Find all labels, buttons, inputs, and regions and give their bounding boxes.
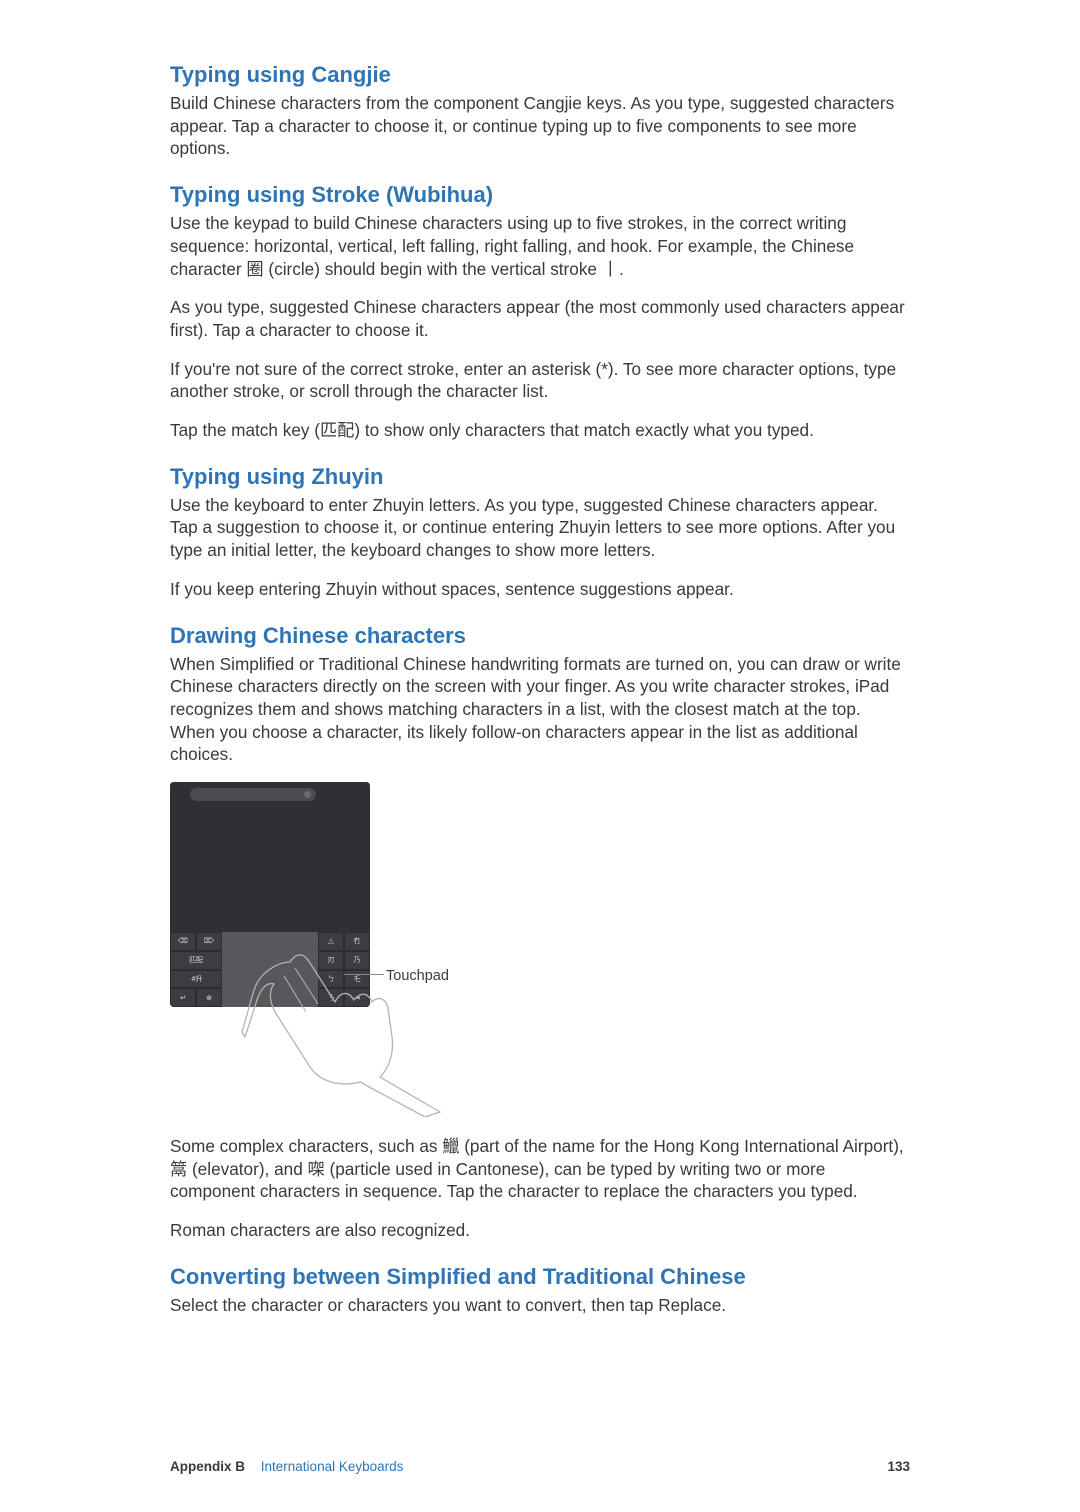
heading-drawing: Drawing Chinese characters (170, 623, 910, 649)
paragraph: Roman characters are also recognized. (170, 1219, 910, 1242)
kb-key: ⇥ (344, 988, 370, 1007)
heading-cangjie: Typing using Cangjie (170, 62, 910, 88)
appendix-label: Appendix B (170, 1459, 245, 1474)
kb-key: ⌫ (170, 932, 196, 951)
ipad-screenshot: ⌫ ⌦ △ 冇 匹配 刃 乃 ·#升 ㄅ 乇 ↵ ⊕ ㄋ ⇥ (170, 782, 370, 1007)
screenshot-browser-area (170, 782, 370, 932)
kb-key: 冇 (344, 932, 370, 951)
heading-zhuyin: Typing using Zhuyin (170, 464, 910, 490)
kb-key: ㄋ (318, 988, 344, 1007)
paragraph: If you're not sure of the correct stroke… (170, 358, 910, 403)
kb-key: 匹配 (170, 951, 222, 970)
kb-key: 乇 (344, 970, 370, 989)
page-footer: Appendix B International Keyboards 133 (170, 1459, 910, 1474)
paragraph: Tap the match key (匹配) to show only char… (170, 419, 910, 442)
footer-left: Appendix B International Keyboards (170, 1459, 403, 1474)
kb-key: ⌦ (196, 932, 222, 951)
paragraph: Some complex characters, such as 鱲 (part… (170, 1135, 910, 1203)
paragraph: Build Chinese characters from the compon… (170, 92, 910, 160)
paragraph: Use the keyboard to enter Zhuyin letters… (170, 494, 910, 562)
appendix-title: International Keyboards (261, 1459, 404, 1474)
paragraph: As you type, suggested Chinese character… (170, 296, 910, 341)
touchpad-label: Touchpad (386, 968, 449, 984)
callout-line (344, 974, 384, 975)
heading-wubihua: Typing using Stroke (Wubihua) (170, 182, 910, 208)
kb-key: ↵ (170, 988, 196, 1007)
url-bar (190, 788, 316, 801)
page-number: 133 (887, 1459, 910, 1474)
kb-key: △ (318, 932, 344, 951)
handwriting-figure: ⌫ ⌦ △ 冇 匹配 刃 乃 ·#升 ㄅ 乇 ↵ ⊕ ㄋ ⇥ Touchpad (170, 782, 470, 1117)
kb-key: 刃 (318, 951, 344, 970)
kb-key: ⊕ (196, 988, 222, 1007)
paragraph: If you keep entering Zhuyin without spac… (170, 578, 910, 601)
heading-converting: Converting between Simplified and Tradit… (170, 1264, 910, 1290)
kb-key: ㄅ (318, 970, 344, 989)
handwriting-keyboard: ⌫ ⌦ △ 冇 匹配 刃 乃 ·#升 ㄅ 乇 ↵ ⊕ ㄋ ⇥ (170, 932, 370, 1007)
paragraph: Use the keypad to build Chinese characte… (170, 212, 910, 280)
touchpad-area (222, 932, 318, 1007)
paragraph: Select the character or characters you w… (170, 1294, 910, 1317)
kb-key: 乃 (344, 951, 370, 970)
kb-key: ·#升 (170, 970, 222, 989)
paragraph: When Simplified or Traditional Chinese h… (170, 653, 910, 767)
